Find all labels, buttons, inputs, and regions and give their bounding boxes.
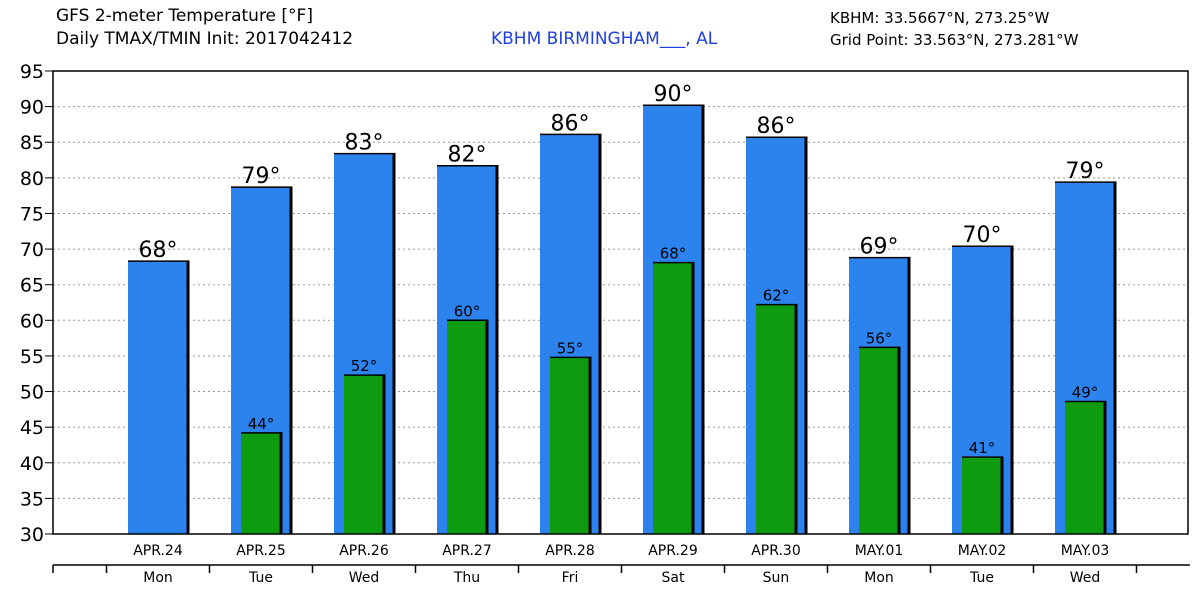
tmin-label: 55° [557, 339, 584, 357]
x-tick-label-weekday: Wed [349, 570, 380, 586]
x-tick-label-weekday: Thu [453, 570, 480, 586]
tmax-label: 82° [448, 143, 487, 168]
tmax-label: 79° [1066, 159, 1105, 184]
tmin-label: 44° [248, 415, 275, 433]
tmin-bar [859, 347, 899, 534]
y-tick-label-60: 60 [20, 310, 44, 332]
tmax-label: 70° [963, 223, 1002, 248]
grid-point-coordinates: Grid Point: 33.563°N, 273.281°W [830, 31, 1079, 49]
x-tick-label-weekday: Fri [562, 570, 579, 586]
tmin-bar [653, 262, 693, 534]
y-tick-label-30: 30 [20, 524, 44, 546]
y-tick-label-35: 35 [20, 488, 44, 510]
y-tick-label-65: 65 [20, 275, 44, 297]
chart-subtitle: Daily TMAX/TMIN Init: 2017042412 [56, 29, 354, 49]
grid-lines [53, 70, 1188, 499]
x-tick-label-date: APR.25 [236, 543, 286, 559]
tmax-bar [128, 261, 188, 534]
station-name: KBHM BIRMINGHAM___, AL [491, 29, 718, 49]
y-tick-label-85: 85 [20, 132, 44, 154]
tmin-label: 52° [351, 357, 378, 375]
tmin-label: 60° [454, 302, 481, 320]
y-tick-label-90: 90 [20, 97, 44, 119]
chart-title: GFS 2-meter Temperature [°F] [56, 6, 313, 26]
x-tick-label-weekday: Mon [143, 570, 173, 586]
x-tick-label-weekday: Sun [763, 570, 790, 586]
y-tick-label-50: 50 [20, 382, 44, 404]
tmin-bar [962, 457, 1002, 534]
y-tick-label-95: 95 [20, 61, 44, 83]
x-tick-label-date: MAY.03 [1061, 543, 1110, 559]
tmax-label: 83° [345, 131, 384, 156]
tmax-label: 86° [551, 111, 590, 136]
plot-frame [52, 70, 1189, 535]
tmin-label: 56° [866, 329, 893, 347]
tmin-label: 68° [660, 245, 687, 263]
tmin-label: 41° [969, 439, 996, 457]
tmin-label: 62° [763, 287, 790, 305]
x-tick-label-date: APR.28 [545, 543, 595, 559]
y-tick-label-40: 40 [20, 453, 44, 475]
x-tick-label-weekday: Wed [1070, 570, 1101, 586]
x-tick-label-date: APR.24 [133, 543, 183, 559]
tmax-label: 86° [757, 114, 796, 139]
tmin-bar [1065, 401, 1105, 534]
y-tick-label-70: 70 [20, 239, 44, 261]
x-tick-label-date: APR.26 [339, 543, 389, 559]
x-axis: APR.24 Mon APR.25 Tue APR.26 Wed APR.27 Thu APR.… [52, 543, 1190, 586]
x-tick-label-date: MAY.01 [855, 543, 904, 559]
x-tick-label-weekday: Tue [248, 570, 273, 586]
plot-border [52, 70, 1189, 535]
bar-labels: 68° 79° 44° 83° 52° 82° 60° 86° 55° 90° 68° 86° 62° 6… [139, 82, 1105, 457]
x-tick-label-date: MAY.02 [958, 543, 1007, 559]
tmax-label: 79° [242, 164, 281, 189]
bars [128, 104, 1117, 535]
x-tick-label-date: APR.29 [648, 543, 698, 559]
tmin-label: 49° [1072, 384, 1099, 402]
tmin-bar [344, 375, 384, 534]
x-tick-label-date: APR.30 [751, 543, 801, 559]
x-tick-label-weekday: Sat [662, 570, 685, 586]
y-tick-label-45: 45 [20, 417, 44, 439]
tmin-bar [756, 304, 796, 534]
tmin-bar [550, 357, 590, 534]
x-tick-label-weekday: Tue [969, 570, 994, 586]
tmax-label: 68° [139, 238, 178, 263]
tmin-bar [447, 320, 487, 534]
tmax-label: 69° [860, 235, 899, 260]
tmin-bar [241, 432, 281, 534]
y-tick-label-75: 75 [20, 203, 44, 225]
y-axis-ticks: 30 35 40 45 50 55 60 65 70 75 80 85 90 95 [20, 61, 53, 546]
station-coordinates: KBHM: 33.5667°N, 273.25°W [830, 9, 1050, 27]
x-tick-label-weekday: Mon [864, 570, 894, 586]
y-tick-label-55: 55 [20, 346, 44, 368]
y-tick-label-80: 80 [20, 168, 44, 190]
x-tick-label-date: APR.27 [442, 543, 492, 559]
tmax-label: 90° [654, 82, 693, 107]
